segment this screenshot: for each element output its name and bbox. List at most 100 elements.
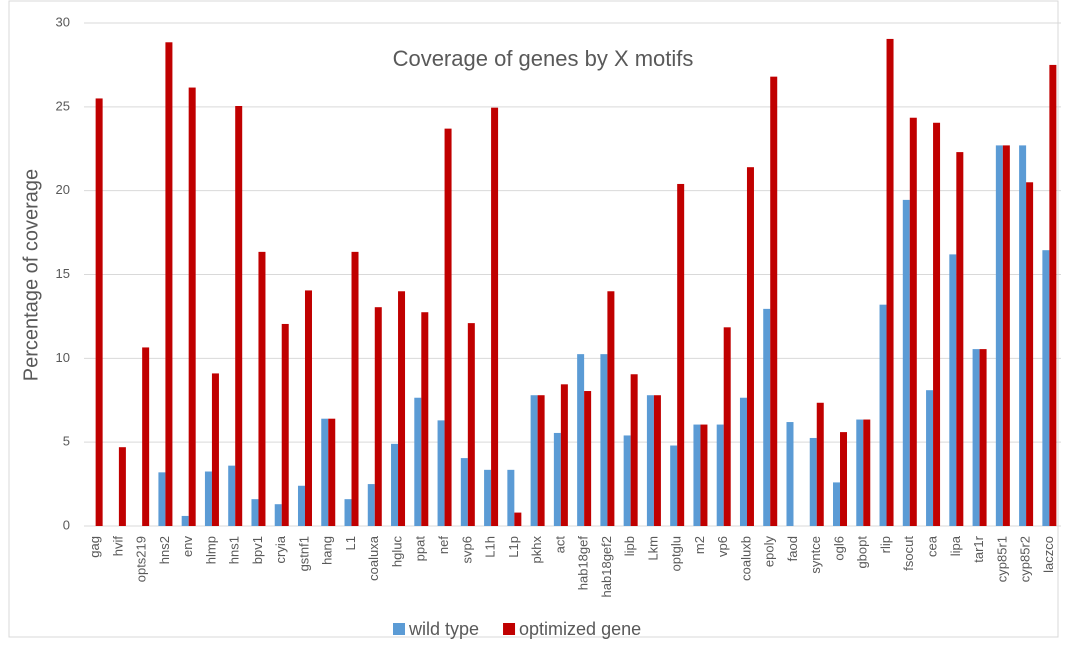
x-tick-label: faod [785,536,800,561]
x-tick-label: vp6 [715,536,730,557]
x-tick-label: tar1r [971,535,986,562]
bar [507,469,515,526]
x-tick-label: nef [436,536,451,554]
bar [228,465,236,526]
x-tick-label: bpv1 [250,536,265,564]
x-tick-label: lipb [622,536,637,556]
x-tick-label: coaluxa [366,535,381,581]
bar [188,87,196,526]
bar [809,437,817,526]
x-tick-label: L1h [483,536,498,558]
x-tick-label: rlip [878,536,893,553]
bar [258,251,266,527]
bar [328,418,336,526]
bar [118,447,126,526]
bar [863,419,871,526]
x-tick-label: coaluxb [738,536,753,581]
x-tick-label: pkhx [529,536,544,564]
bar [181,515,189,526]
bar [1002,145,1010,526]
bar [158,472,166,526]
y-tick-label: 25 [56,98,70,113]
legend-label: optimized gene [519,619,641,639]
bar [577,354,585,526]
bar [1042,250,1050,526]
x-tick-label: cryia [273,535,288,563]
x-tick-label: L1 [343,536,358,550]
bar [1049,64,1057,527]
chart-title: Coverage of genes by X motifs [393,46,694,71]
legend-swatch [393,623,405,635]
bar [444,128,452,526]
bar [746,167,754,526]
x-tick-label: hgluc [389,536,404,568]
bar [553,432,561,526]
bar [537,395,545,526]
x-tick-label: ppat [413,536,428,562]
bar [949,254,957,526]
bar [1026,182,1034,527]
bar [391,443,399,526]
bar [886,38,894,526]
x-tick-label: optglu [669,536,684,571]
x-tick-label: gstnf1 [296,536,311,571]
bar [956,152,964,526]
bar [95,98,103,526]
bar [979,349,987,526]
x-tick-label: Lkm [645,536,660,561]
bar [607,291,615,526]
y-tick-label: 5 [63,434,70,449]
bar [560,384,568,526]
bar [670,445,678,526]
x-tick-label: m2 [692,536,707,554]
x-tick-label: hvif [110,536,125,557]
x-tick-label: env [180,536,195,557]
bar [344,499,352,526]
x-tick-label: lipa [948,535,963,556]
y-tick-label: 10 [56,350,70,365]
x-tick-label: hang [320,536,335,565]
bar [484,469,492,526]
x-tick-label: cyp85r2 [1018,536,1033,582]
bar [304,290,312,526]
y-tick-label: 20 [56,182,70,197]
bar [816,402,824,526]
bar [491,107,499,527]
bar [856,419,864,526]
bar [321,418,329,526]
x-tick-label: L1p [506,536,521,558]
x-tick-label: cea [924,535,939,557]
bar [1019,145,1027,526]
x-tick-label: ogl6 [831,536,846,561]
y-axis-label: Percentage of coverage [20,169,42,381]
bar [653,395,661,526]
x-tick-label: laczco [1041,536,1056,573]
bar [374,307,382,526]
bar [281,323,289,526]
x-tick-label: gbopt [855,536,870,569]
bar [623,435,631,526]
bar [646,395,654,526]
bar [770,76,778,527]
bar [467,323,475,526]
bar [693,424,701,526]
bar [142,347,150,526]
bar [995,145,1003,526]
legend-label: wild type [408,619,479,639]
bar [530,395,538,526]
bar [972,349,980,526]
y-tick-label: 15 [56,266,70,281]
x-tick-label: svp6 [459,536,474,563]
bar [933,122,941,527]
y-tick-label: 30 [56,14,70,29]
bar [514,512,522,526]
bar [398,291,406,526]
bar [723,327,731,526]
bar [909,117,917,527]
x-tick-label: hab18gef [576,536,591,591]
x-tick-label: epoly [762,536,777,568]
x-tick-label: syntce [808,536,823,574]
x-tick-label: cyp85r1 [994,536,1009,582]
bar [351,251,359,527]
